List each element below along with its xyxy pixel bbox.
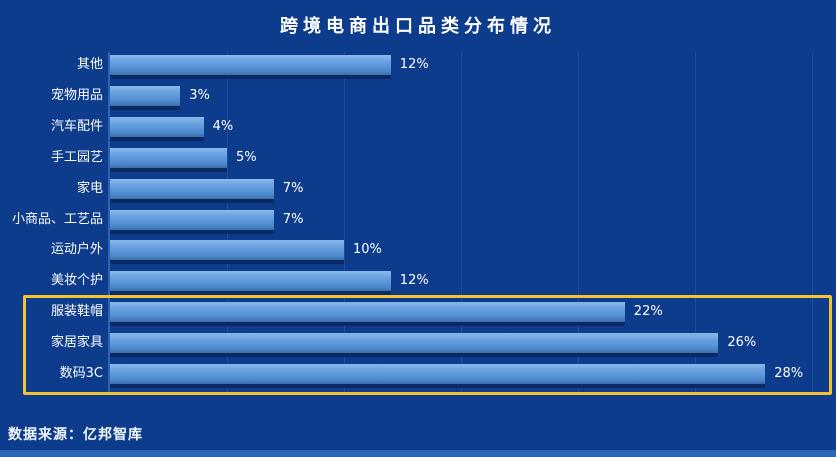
category-label: 手工园艺 <box>50 149 103 165</box>
gridline-20 <box>578 52 579 392</box>
bar <box>110 209 274 230</box>
category-label: 汽车配件 <box>50 118 103 134</box>
bar-row: 7% <box>110 176 812 207</box>
gridline-10 <box>344 52 345 392</box>
bar-row: 12% <box>110 52 812 83</box>
category-label: 家居家具 <box>50 335 103 351</box>
value-label: 12% <box>399 273 429 289</box>
value-label: 4% <box>212 118 234 134</box>
bar-row: 3% <box>110 83 812 114</box>
bar <box>110 302 625 323</box>
bar <box>110 85 181 106</box>
bar-row: 10% <box>110 237 812 268</box>
bar <box>110 178 274 199</box>
bar-shadow <box>110 136 204 141</box>
value-label: 7% <box>282 180 304 196</box>
category-label: 数码3C <box>59 366 103 381</box>
category-label: 宠物用品 <box>50 87 103 103</box>
bar <box>110 147 227 168</box>
bar-row: 28% <box>110 361 812 392</box>
value-label: 22% <box>633 304 663 320</box>
data-source-label: 数据来源：亿邦智库 <box>8 427 143 443</box>
category-label: 小商品、工艺品 <box>11 211 103 227</box>
value-label: 12% <box>399 57 429 72</box>
bar <box>110 116 204 137</box>
bar-shadow <box>110 291 391 296</box>
value-label: 7% <box>282 211 304 227</box>
gridline-25 <box>695 52 696 392</box>
category-label: 服装鞋帽 <box>50 304 103 320</box>
bar-shadow <box>110 198 274 203</box>
value-label: 5% <box>236 149 257 165</box>
bar-row: 12% <box>110 268 812 299</box>
bar-shadow <box>110 105 181 110</box>
category-label: 家电 <box>76 180 103 196</box>
bar <box>110 271 391 292</box>
bar-shadow <box>110 75 391 79</box>
y-axis-line <box>108 52 110 392</box>
bar-shadow <box>110 260 344 265</box>
gridline-30 <box>812 52 813 392</box>
category-label: 运动户外 <box>50 242 103 258</box>
bar-row: 7% <box>110 207 812 238</box>
bar <box>110 364 766 384</box>
bar-shadow <box>110 384 766 388</box>
bar-row: 22% <box>110 299 812 330</box>
bar <box>110 55 391 75</box>
bar <box>110 333 719 354</box>
bar-row: 5% <box>110 145 812 176</box>
category-label: 美妆个护 <box>50 273 103 289</box>
bottom-strip <box>0 450 836 457</box>
value-label: 28% <box>774 366 804 381</box>
bar-row: 26% <box>110 330 812 361</box>
value-label: 3% <box>189 87 210 103</box>
bar <box>110 240 344 261</box>
chart-title: 跨境电商出口品类分布情况 <box>280 16 556 37</box>
bar-shadow <box>110 229 274 234</box>
bar-shadow <box>110 167 227 172</box>
value-label: 26% <box>727 335 757 351</box>
value-label: 10% <box>353 242 382 258</box>
gridline-15 <box>461 52 462 392</box>
bar-shadow <box>110 322 625 327</box>
category-label: 其他 <box>76 57 103 72</box>
bar-row: 4% <box>110 114 812 145</box>
bar-shadow <box>110 353 719 358</box>
plot-area: 12% 3% 4% 5% 7% 7% 10% 12% 22% <box>108 52 813 392</box>
